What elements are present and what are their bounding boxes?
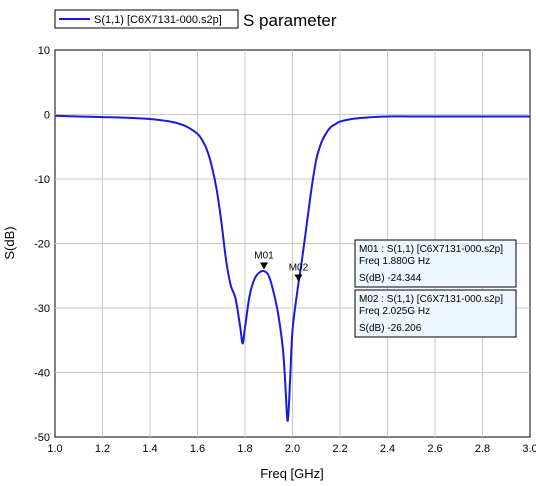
x-tick-label: 2.0	[285, 443, 300, 455]
y-axis-ticks: 10 0 -10 -20 -30 -40 -50	[34, 45, 50, 444]
y-tick-label: -10	[34, 174, 50, 186]
marker-box-m02: M02 : S(1,1) [C6X7131-000.s2p] Freq 2.02…	[354, 289, 517, 338]
marker-box-m01-frame	[354, 239, 517, 288]
markers: M01 M02	[254, 251, 309, 282]
x-axis-ticks: 1.0 1.2 1.4 1.6 1.8 2.0 2.2 2.4 2.6 2.8 3.0	[47, 443, 536, 455]
y-axis-label: S(dB)	[2, 226, 17, 259]
x-tick-label: 1.2	[95, 443, 110, 455]
legend: S(1,1) [C6X7131-000.s2p]	[54, 9, 239, 29]
marker-box-m02-line2: Freq 2.025G Hz	[359, 306, 430, 317]
x-tick-label: 2.4	[380, 443, 395, 455]
marker-m02-triangle	[294, 274, 303, 282]
x-tick-label: 1.4	[142, 443, 157, 455]
marker-box-m01-line1: M01 : S(1,1) [C6X7131-000.s2p]	[359, 244, 503, 255]
y-tick-label: -20	[34, 239, 50, 251]
y-tick-label: 0	[44, 110, 50, 122]
x-tick-label: 2.8	[475, 443, 490, 455]
x-tick-label: 2.2	[332, 443, 347, 455]
marker-box-m01-line2: Freq 1.880G Hz	[359, 256, 430, 267]
x-tick-label: 1.0	[47, 443, 62, 455]
x-tick-label: 1.8	[237, 443, 252, 455]
y-tick-label: -40	[34, 368, 50, 380]
x-axis-label: Freq [GHz]	[260, 466, 324, 481]
marker-box-m01: M01 : S(1,1) [C6X7131-000.s2p] Freq 1.88…	[354, 239, 517, 288]
y-tick-label: -30	[34, 303, 50, 315]
chart-title: S parameter	[243, 11, 337, 30]
marker-box-m02-frame	[354, 289, 517, 338]
marker-m02-label: M02	[289, 263, 309, 274]
marker-m01-label: M01	[254, 251, 274, 262]
x-tick-label: 2.6	[427, 443, 442, 455]
series-line-s11	[54, 114, 530, 422]
legend-box	[54, 9, 239, 29]
marker-box-m01-line3: S(dB) -24.344	[359, 273, 422, 284]
marker-box-m02-line1: M02 : S(1,1) [C6X7131-000.s2p]	[359, 294, 503, 305]
x-tick-label: 1.6	[190, 443, 205, 455]
legend-series-name: S(1,1) [C6X7131-000.s2p]	[94, 14, 222, 26]
y-tick-label: 10	[38, 45, 50, 57]
x-tick-label: 3.0	[522, 443, 536, 455]
marker-m01-triangle	[260, 262, 268, 270]
y-tick-label: -50	[34, 432, 50, 444]
grid	[55, 50, 530, 437]
marker-box-m02-line3: S(dB) -26.206	[359, 323, 422, 334]
